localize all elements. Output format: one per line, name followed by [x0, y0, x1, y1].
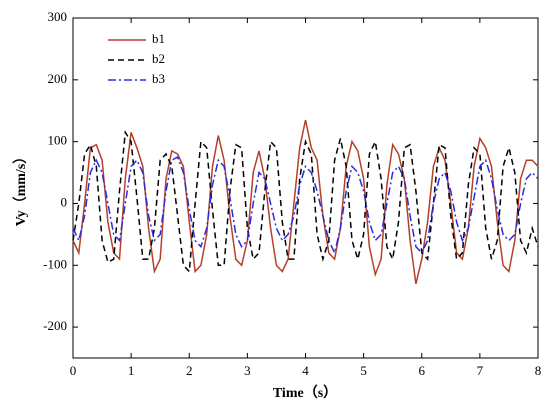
y-tick-label: -200	[43, 318, 67, 333]
y-tick-label: -100	[43, 256, 67, 271]
x-tick-label: 1	[128, 363, 135, 378]
x-tick-label: 4	[302, 363, 309, 378]
legend-label: b1	[152, 31, 165, 46]
x-tick-label: 8	[535, 363, 542, 378]
series-line	[72, 130, 539, 274]
y-tick-label: 0	[61, 194, 68, 209]
series-line	[72, 156, 539, 256]
x-tick-label: 5	[360, 363, 367, 378]
x-tick-label: 2	[186, 363, 193, 378]
y-tick-label: 200	[48, 71, 68, 86]
x-tick-label: 6	[419, 363, 426, 378]
series-line	[72, 119, 539, 284]
x-tick-label: 3	[244, 363, 251, 378]
legend-label: b2	[152, 51, 165, 66]
y-tick-label: 100	[48, 133, 68, 148]
x-tick-label: 0	[70, 363, 77, 378]
x-axis-label: Time（s）	[273, 385, 337, 401]
legend-label: b3	[152, 71, 165, 86]
y-tick-label: 300	[48, 9, 68, 24]
x-tick-label: 7	[477, 363, 484, 378]
y-axis-label: Vy（mm/s）	[13, 150, 29, 227]
